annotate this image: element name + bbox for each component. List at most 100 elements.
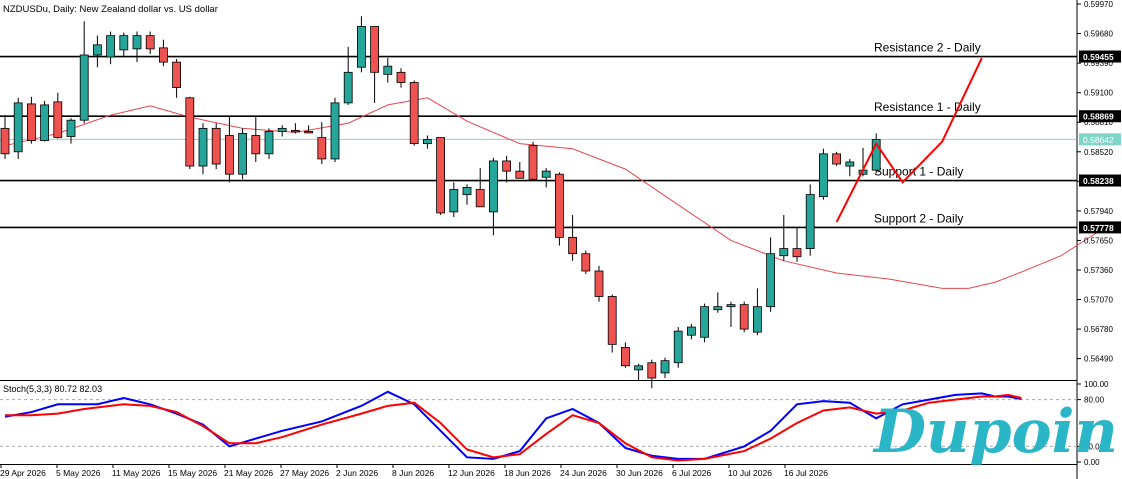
candle-body <box>26 103 36 141</box>
candle-body <box>449 189 459 213</box>
time-tick-label: 10 Jul 2026 <box>728 468 772 478</box>
time-tick-label: 21 May 2026 <box>224 468 273 478</box>
candle-body <box>819 153 828 198</box>
time-tick-label: 16 Jul 2026 <box>784 468 828 478</box>
candle-body <box>726 304 736 308</box>
time-tick-label: 2 Jun 2026 <box>336 468 378 478</box>
candle-body <box>409 82 419 145</box>
candle-body <box>700 306 709 338</box>
candle-body <box>594 270 604 297</box>
trend-path <box>835 57 983 223</box>
stoch-title: Stoch(5,3,3) 80.72 82.03 <box>3 384 102 394</box>
chart-title: NZDUSDu, Daily: New Zealand dollar vs. U… <box>3 4 218 15</box>
stoch-tick-label: 100.00 <box>1084 380 1109 389</box>
candle-body <box>383 65 393 75</box>
candle-body <box>356 26 366 68</box>
candle-body <box>93 44 102 56</box>
candle-body <box>343 71 353 104</box>
support-resistance-levels: Resistance 2 - Daily Resistance 1 - Daily… <box>0 41 1077 229</box>
level-tag-box <box>1079 221 1121 234</box>
candle-body <box>40 104 49 141</box>
candle-body <box>621 347 630 367</box>
stoch-tick-label: 80.00 <box>1084 396 1105 405</box>
level-tag-text: 0.58238 <box>1083 176 1114 186</box>
candle-body <box>172 61 182 88</box>
candle-body <box>502 160 512 172</box>
candle-body <box>436 137 446 214</box>
candle-body <box>277 127 287 132</box>
time-tick-label: 6 Jul 2026 <box>672 468 711 478</box>
time-axis-labels: 29 Apr 2026 5 May 2026 11 May 2026 15 May 2… <box>0 464 828 478</box>
candle-body <box>13 102 23 153</box>
candle-body <box>766 253 775 308</box>
candle-body <box>607 296 617 345</box>
candle-body <box>753 306 762 333</box>
level-label: Support 2 - Daily <box>874 211 963 225</box>
time-tick-label: 12 Jun 2026 <box>448 468 495 478</box>
candle-body <box>211 127 221 165</box>
candle-body <box>739 304 749 330</box>
candle-body <box>238 133 248 175</box>
candle-body <box>119 35 129 51</box>
candle-body <box>845 161 855 167</box>
price-tick-label: 0.58810 <box>1084 118 1113 127</box>
level-label: Resistance 1 - Daily <box>874 100 981 114</box>
candle-body <box>779 248 789 257</box>
candle-body <box>185 97 195 167</box>
candle-body <box>422 139 432 145</box>
time-tick-label: 18 Jun 2026 <box>504 468 551 478</box>
current-price-tag-text: 0.58642 <box>1083 135 1114 145</box>
candle-body <box>370 26 380 73</box>
candle-body <box>145 35 155 50</box>
candle-body <box>528 145 538 180</box>
candle-body <box>634 365 643 371</box>
candle-body <box>555 173 564 238</box>
candle-body <box>541 170 551 178</box>
candle-body <box>660 360 670 374</box>
candle-body <box>251 135 261 155</box>
price-tick-label: 0.58520 <box>1084 148 1113 157</box>
candle-body <box>290 129 300 133</box>
stoch-tick-label: 20.00 <box>1084 442 1105 451</box>
candle-body <box>330 102 340 160</box>
candle-body <box>198 127 208 167</box>
time-tick-label: 15 May 2026 <box>168 468 217 478</box>
level-tag-text: 0.57778 <box>1083 223 1114 233</box>
candle-body <box>304 131 314 134</box>
time-tick-label: 8 Jun 2026 <box>392 468 434 478</box>
candle-body <box>647 362 657 379</box>
candle-body <box>568 236 577 255</box>
price-tick-label: 0.57650 <box>1084 236 1113 245</box>
time-tick-label: 29 Apr 2026 <box>0 468 46 478</box>
price-axis-ticks: 0.59970 0.59680 0.59390 0.59100 0.58810 0.585… <box>1077 0 1113 364</box>
price-tick-label: 0.56780 <box>1084 325 1113 334</box>
candle-body <box>515 170 525 179</box>
candle-body <box>158 47 168 63</box>
candle-body <box>462 187 472 195</box>
candle-body <box>871 139 881 171</box>
candle-body <box>687 326 696 336</box>
candle-body <box>224 135 234 175</box>
candle-body <box>264 131 274 155</box>
time-tick-label: 30 Jun 2026 <box>616 468 663 478</box>
price-tags: 0.59455 0.58869 0.58238 0.57778 0.58642 <box>1079 50 1121 234</box>
candle-body <box>673 330 683 364</box>
candle-body <box>832 153 841 165</box>
level-label: Support 1 - Daily <box>874 165 963 179</box>
candle-body <box>475 189 485 208</box>
price-tick-label: 0.59390 <box>1084 59 1113 68</box>
time-tick-label: 5 May 2026 <box>56 468 101 478</box>
stoch-d-line <box>5 393 1022 462</box>
level-tag-box <box>1079 174 1121 187</box>
price-tick-label: 0.57360 <box>1084 266 1113 275</box>
price-tick-label: 0.59970 <box>1084 0 1113 9</box>
candle-body <box>106 35 115 58</box>
price-tick-label: 0.56490 <box>1084 355 1113 364</box>
time-tick-label: 24 Jun 2026 <box>560 468 607 478</box>
current-price-tag-box <box>1079 133 1121 146</box>
candle-body <box>53 101 63 138</box>
candle-body <box>488 160 498 213</box>
level-tag-text: 0.58869 <box>1083 112 1114 122</box>
price-tick-label: 0.57940 <box>1084 207 1113 216</box>
